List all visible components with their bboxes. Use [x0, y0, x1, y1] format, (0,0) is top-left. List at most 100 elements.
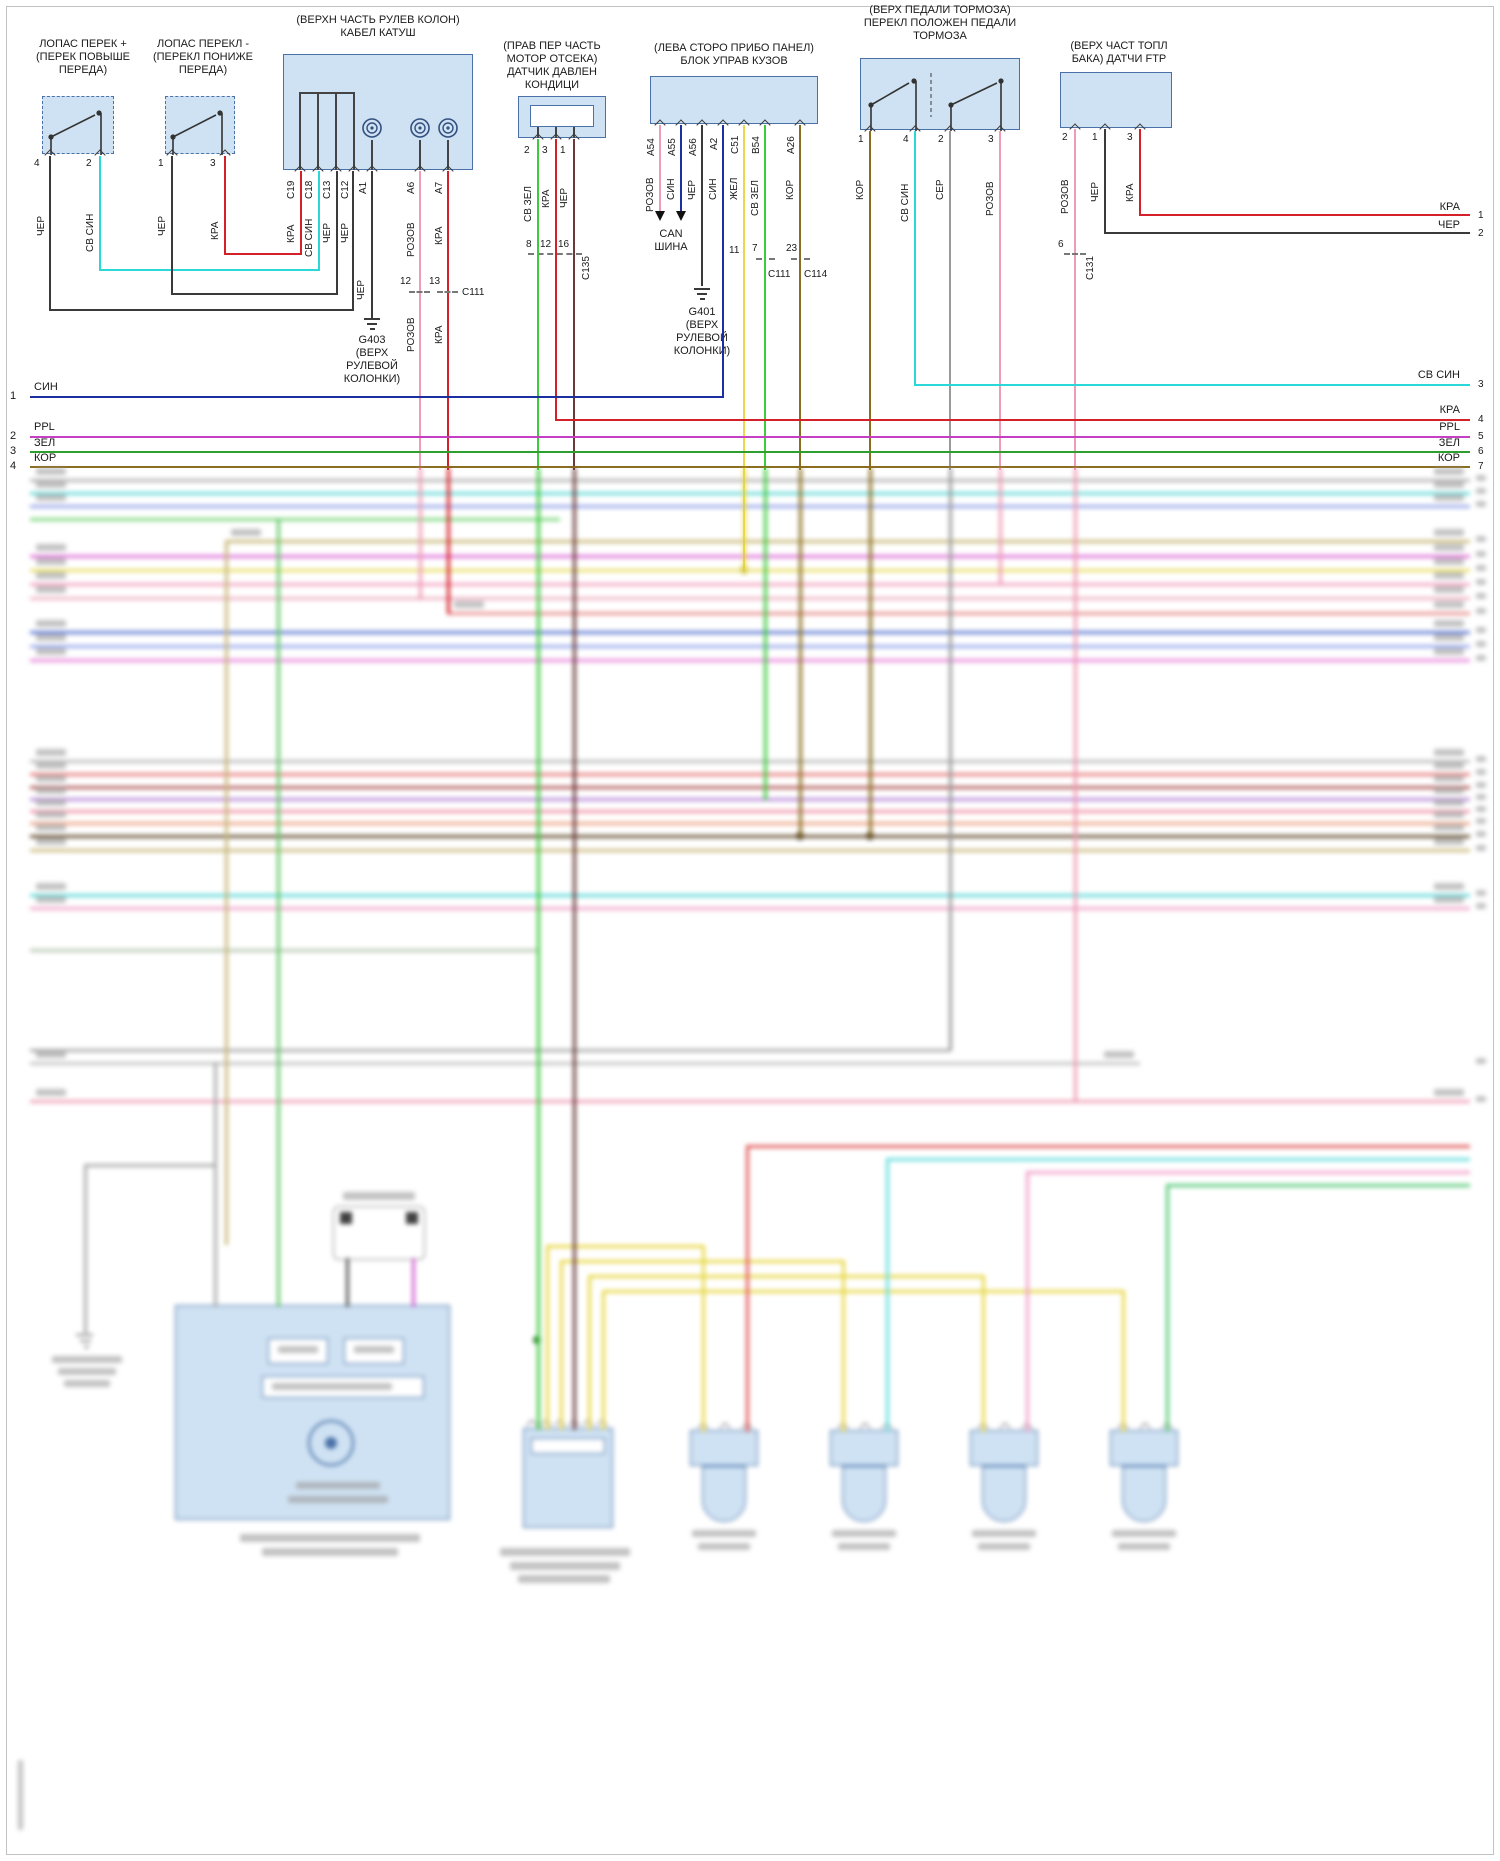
page-border [6, 6, 1494, 1855]
edge-wire-number: 2 [1478, 228, 1484, 239]
wire-cher [352, 171, 354, 311]
ftp-sensor-label: (ВЕРХ ЧАСТ ТОПЛ БАКА) ДАТЧИ FTP [1070, 40, 1168, 65]
edge-wire-number: 1 [1478, 210, 1484, 221]
connector-id: C131 [1085, 256, 1096, 280]
bus-ppl [30, 436, 1470, 439]
edge-wire-label: КРА [1439, 404, 1460, 416]
ground-symbol [370, 328, 375, 331]
wire-cher [573, 139, 575, 470]
internal-wire [447, 140, 449, 170]
ground-loc-text: (ВЕРХ РУЛЕВОЙ КОЛОНКИ) [673, 318, 731, 357]
clockspring-label: (ВЕРХН ЧАСТЬ РУЛЕВ КОЛОН) КАБЕЛ КАТУШ [296, 14, 460, 39]
splice-pin: 12 [400, 276, 412, 287]
ac-sensor-label: (ПРАВ ПЕР ЧАСТЬ МОТОР ОТСЕКА) ДАТЧИК ДАВ… [503, 40, 601, 91]
pin-id: C12 [340, 180, 351, 199]
connector-body [530, 105, 594, 127]
can-bus-label: CAN ШИНА [654, 228, 688, 253]
wire-rozov [419, 171, 421, 470]
ground-symbol [700, 298, 705, 301]
wire-color-label: КРА [434, 226, 445, 246]
wire-color-label: ЖЕЛ [729, 177, 740, 200]
wire-kra [555, 139, 557, 421]
pin-number: 3 [988, 134, 994, 145]
wire-color-label: СВ ЗЕЛ [750, 180, 761, 216]
pin-number: 2 [938, 134, 944, 145]
wire-color-label: СИН [666, 178, 677, 200]
wire-cher [171, 293, 338, 295]
pin-number: 1 [1092, 132, 1098, 143]
inline-connector [756, 258, 775, 260]
pin-number: 3 [1127, 132, 1133, 143]
internal-wire [317, 92, 319, 170]
connector-id: C111 [462, 287, 485, 298]
switch-symbol [48, 110, 102, 155]
wire-sv-sin [99, 269, 320, 271]
internal-wire [299, 92, 355, 94]
inline-connector [437, 291, 458, 293]
wire-color-label: КОР [785, 179, 796, 200]
wire-kra [224, 156, 226, 255]
edge-wire-label: ЗЕЛ [1438, 437, 1460, 449]
edge-wire-number: 3 [10, 445, 17, 457]
wire-color-label: ЧЕР [322, 222, 333, 243]
pin-id: C18 [304, 180, 315, 199]
paddle-up-label: ЛОПАС ПЕРЕК + (ПЕРЕК ПОВЫШЕ ПЕРЕДА) [36, 38, 130, 76]
brake-switch-label: (ВЕРХ ПЕДАЛИ ТОРМОЗА) ПЕРЕКЛ ПОЛОЖЕН ПЕД… [863, 4, 1017, 42]
splice-pin: 12 [540, 239, 552, 250]
wire-sv-sin [318, 171, 320, 271]
pin-id: А7 [434, 181, 445, 194]
pin-number: 1 [560, 145, 566, 156]
pin-number: 2 [86, 158, 92, 169]
splice-pin: 11 [729, 245, 740, 256]
edge-wire-number: 3 [1478, 379, 1484, 390]
ground-id-text: G403 [358, 334, 386, 346]
wire-cher [1104, 129, 1106, 234]
pin-id: C19 [286, 180, 297, 199]
bus-sin [30, 396, 724, 399]
wire-zhel [743, 125, 745, 572]
bcm-label: (ЛЕВА СТОРО ПРИБО ПАНЕЛ) БЛОК УПРАВ КУЗО… [654, 42, 814, 67]
clockspring-box [283, 54, 473, 170]
wire-ser [949, 131, 951, 470]
wire-color-label: КОР [855, 179, 866, 200]
wire-sin [722, 125, 724, 398]
connector-id: C111 [768, 269, 791, 280]
wire-cher [49, 309, 354, 311]
wire-sv-zel [537, 139, 539, 470]
wire-rozov [1074, 129, 1076, 470]
edge-wire-label: ЧЕР [1437, 219, 1460, 231]
coil-icon [410, 118, 430, 138]
wire-color-label: РОЗОВ [406, 222, 417, 257]
wire-cher [701, 125, 703, 286]
pin-id: А54 [646, 138, 657, 156]
wire-color-label: СЕР [935, 179, 946, 200]
inline-connector [1064, 253, 1086, 255]
edge-wire-number: 1 [10, 390, 17, 402]
edge-wire-number: 6 [1478, 446, 1484, 457]
edge-wire-label: СИН [34, 381, 58, 393]
pin-id: C13 [322, 180, 333, 199]
splice-pin: 13 [429, 276, 441, 287]
pin-number: 1 [158, 158, 164, 169]
wire-color-label: КРА [541, 189, 552, 209]
ground-symbol [367, 323, 377, 326]
pin-id: С51 [730, 135, 741, 154]
wire-cher [1104, 232, 1470, 235]
pin-id: А6 [406, 181, 417, 194]
ground-id: G401 (ВЕРХ РУЛЕВОЙ КОЛОНКИ) [670, 306, 734, 358]
wire-color-label: КРА [434, 325, 445, 345]
pin-id: А1 [358, 181, 369, 194]
connector-id: C114 [804, 269, 828, 280]
pin-tick [537, 127, 539, 138]
splice-pin: 16 [558, 239, 570, 250]
edge-wire-label: PPL [34, 421, 55, 433]
ground-loc-text: (ВЕРХ РУЛЕВОЙ КОЛОНКИ) [343, 346, 401, 385]
wire-color-label: СИН [708, 178, 719, 200]
wire-color-label: СВ СИН [85, 213, 96, 252]
edge-wire-label: ЗЕЛ [34, 437, 56, 449]
wire-kra [224, 253, 302, 255]
wire-cher [171, 156, 173, 295]
ground-id: G403 (ВЕРХ РУЛЕВОЙ КОЛОНКИ) [340, 334, 404, 386]
wire-color-label: ЧЕР [157, 215, 168, 236]
pin-number: 3 [210, 158, 216, 169]
